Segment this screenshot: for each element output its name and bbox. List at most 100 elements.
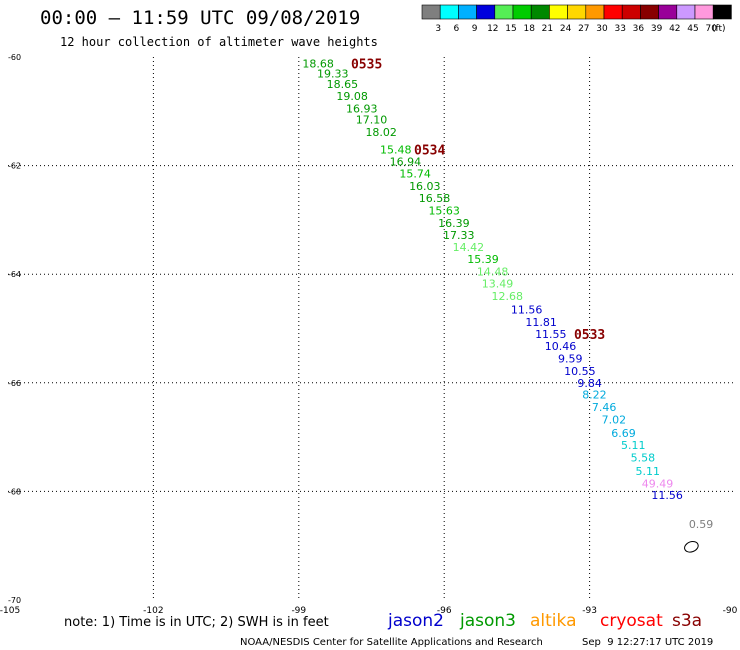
swh-value-label: 11.56 [651, 489, 683, 502]
colorbar-label: 27 [578, 24, 589, 34]
swh-value-label: 18.02 [365, 126, 397, 139]
colorbar-swatch [549, 4, 568, 20]
swh-value-label: 17.10 [356, 113, 388, 126]
x-tick-label: -93 [582, 606, 597, 616]
satellite-legend-altika: altika [530, 611, 577, 631]
swh-value-label: 11.81 [525, 316, 557, 329]
satellite-legend-cryosat: cryosat [600, 611, 663, 631]
colorbar-label: 21 [542, 24, 553, 34]
swh-value-label: 10.55 [564, 365, 596, 378]
swh-value-label: 49.49 [642, 477, 674, 490]
x-tick-label: -105 [0, 606, 20, 616]
colorbar-label: 42 [669, 24, 680, 34]
swh-value-label: 10.46 [545, 340, 577, 353]
footer-timestamp: Sep 9 12:27:17 UTC 2019 [582, 637, 713, 648]
satellite-legend-s3a: s3a [672, 611, 702, 631]
colorbar-label: 39 [651, 24, 663, 34]
colorbar-swatch [530, 4, 550, 20]
x-tick-label: -102 [143, 606, 163, 616]
satellite-legend: jason2 jason3 altika cryosat s3a [387, 611, 702, 631]
pass-time-label: 0535 [351, 58, 382, 73]
swh-value-label: 7.02 [602, 414, 627, 427]
swh-value-label: 12.68 [491, 290, 523, 303]
colorbar-label: 45 [687, 24, 698, 34]
swh-value-label: 15.39 [467, 253, 499, 266]
colorbar-swatch [421, 4, 441, 20]
swh-value-label: 5.58 [631, 452, 656, 465]
swh-value-label: 18.65 [327, 78, 359, 91]
colorbar-label: 70 [705, 24, 717, 34]
colorbar-label: 36 [633, 24, 645, 34]
colorbar-swatch [712, 4, 732, 20]
satellite-legend-jason2: jason2 [387, 611, 444, 631]
colorbar-unit: (ft) [712, 24, 726, 34]
time-labels: 0535 0534 0533 [351, 58, 605, 343]
y-tick-label: -60 [8, 53, 21, 62]
swh-value-label: 11.56 [511, 303, 543, 316]
colorbar-swatch [621, 4, 641, 20]
colorbar-label: 9 [472, 24, 478, 34]
colorbar-label: 6 [454, 24, 460, 34]
swh-value-label: 7.46 [592, 401, 617, 414]
footer-note: note: 1) Time is in UTC; 2) SWH is in fe… [64, 615, 329, 630]
colorbar-swatch [439, 4, 459, 20]
swh-value-label: 17.33 [443, 229, 475, 242]
swh-value-label: 11.55 [535, 328, 567, 341]
swh-value-label: 16.39 [438, 217, 470, 230]
y-tick-label: -64 [8, 270, 21, 279]
colorbar-swatch [512, 4, 532, 20]
x-tick-label: -96 [437, 606, 452, 616]
swh-value-label: 5.11 [621, 439, 646, 452]
swh-value-label: 14.42 [453, 241, 485, 254]
chart-title: 00:00 – 11:59 UTC 09/08/2019 [40, 7, 360, 29]
pass-time-label: 0534 [414, 143, 445, 158]
swh-value-label: 8.22 [582, 389, 607, 402]
colorbar-swatch [676, 4, 696, 20]
swh-value-label: 14.48 [477, 265, 509, 278]
x-tick-label: -90 [723, 606, 738, 616]
y-tick-label: -70 [8, 596, 21, 605]
swh-value-label: 16.93 [346, 103, 378, 116]
colorbar-label: 24 [560, 24, 572, 34]
y-tick-label: -62 [8, 162, 21, 171]
colorbar-label: 33 [614, 24, 625, 34]
colorbar-swatch [585, 4, 605, 20]
colorbar-swatch [567, 4, 587, 20]
colorbar-label: 15 [505, 24, 516, 34]
swh-value-label: 9.84 [577, 377, 602, 390]
swh-value-label: 5.11 [636, 465, 661, 478]
colorbar-swatch [603, 4, 623, 20]
colorbar-swatch [658, 4, 678, 20]
plot-grid [8, 57, 735, 600]
colorbar-legend: 3 6 9 12 15 18 21 24 27 30 33 36 39 42 45 70 [421, 4, 732, 34]
swh-value-label: 13.49 [482, 277, 514, 290]
swh-value-label: 6.69 [611, 427, 636, 440]
y-tick-label: -68 [8, 487, 21, 496]
swh-value-label: 18.68 [302, 58, 334, 71]
swh-value-label: 16.94 [390, 155, 422, 168]
y-tick-label: -66 [8, 379, 21, 388]
footer-credit: NOAA/NESDIS Center for Satellite Applica… [240, 637, 543, 648]
colorbar-label: 18 [523, 24, 535, 34]
swh-value-label: 19.33 [317, 67, 349, 80]
swh-value-label: 19.08 [336, 90, 368, 103]
colorbar-swatch [476, 4, 496, 20]
coast-contour [684, 541, 699, 553]
colorbar-label: 30 [596, 24, 608, 34]
axis-ticks: -105 -102 -99 -96 -93 -90 -60 -62 -64 -66 -68 -70 [0, 53, 738, 616]
colorbar-label: 12 [487, 24, 498, 34]
colorbar-label: 3 [435, 24, 441, 34]
satellite-legend-jason3: jason3 [459, 611, 516, 631]
swh-value-label: 0.59 [689, 518, 714, 531]
swh-value-label: 15.63 [428, 205, 460, 218]
swh-value-label: 15.48 [380, 143, 412, 156]
pass-time-label: 0533 [574, 328, 605, 343]
chart-subtitle: 12 hour collection of altimeter wave hei… [60, 35, 378, 49]
x-tick-label: -99 [291, 606, 306, 616]
swh-value-label: 16.03 [409, 180, 441, 193]
swh-value-label: 15.74 [399, 168, 431, 181]
colorbar-swatch [494, 4, 514, 20]
colorbar-swatch [694, 4, 714, 20]
